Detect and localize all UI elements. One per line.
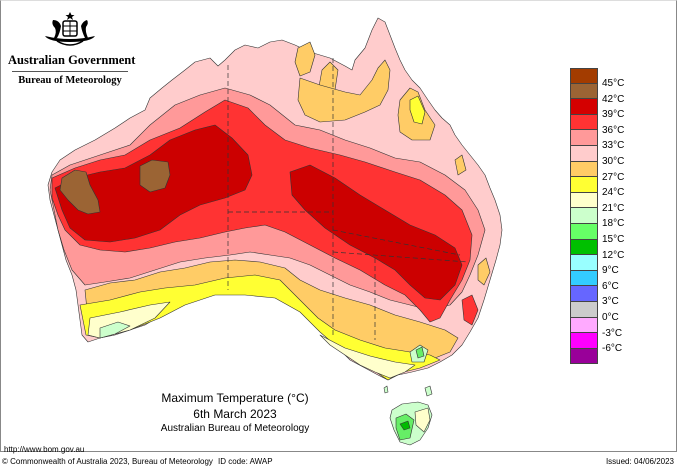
- legend-box: [570, 317, 598, 334]
- legend-label: 39°C: [602, 109, 625, 121]
- legend-label: 36°C: [602, 124, 625, 136]
- temperature-map: [47, 17, 503, 446]
- legend-box: [570, 270, 598, 287]
- legend-label: 45°C: [602, 78, 625, 89]
- legend-label: 15°C: [602, 233, 625, 245]
- map-title-block: Maximum Temperature (°C) 6th March 2023 …: [130, 390, 340, 436]
- legend-box: [570, 83, 598, 100]
- map-frame: [0, 0, 677, 452]
- legend-label: -3°C: [602, 327, 623, 339]
- legend-label: 12°C: [602, 249, 625, 261]
- legend-label: 6°C: [602, 280, 619, 292]
- legend-box: [570, 208, 598, 224]
- map-date: 6th March 2023: [193, 407, 277, 421]
- legend-label: 18°C: [602, 218, 625, 230]
- legend-box: [570, 130, 598, 146]
- legend-box: [570, 68, 598, 84]
- legend-box: [570, 239, 598, 256]
- legend-box: [570, 177, 598, 193]
- logo-divider: [12, 71, 128, 72]
- legend-label: 3°C: [602, 296, 619, 308]
- legend-box: [570, 99, 598, 115]
- map-title: Maximum Temperature (°C): [161, 391, 309, 405]
- government-name: Australian Government: [8, 53, 136, 67]
- legend-label: 42°C: [602, 93, 625, 105]
- legend-box: [570, 301, 598, 318]
- legend-box: [570, 161, 598, 178]
- legend-box: [570, 348, 598, 365]
- legend-label: 33°C: [602, 140, 625, 152]
- legend-label: -6°C: [602, 343, 623, 355]
- legend-box: [570, 333, 598, 349]
- map-source: Australian Bureau of Meteorology: [160, 423, 310, 434]
- legend-box: [570, 114, 598, 131]
- legend-label: 0°C: [602, 311, 619, 323]
- footer: © Commonwealth of Australia 2023, Bureau…: [0, 455, 680, 467]
- legend-box: [570, 255, 598, 271]
- coat-of-arms-icon: [45, 12, 95, 46]
- issued-date: Issued: 04/06/2023: [605, 457, 674, 466]
- bureau-name: Bureau of Meteorology: [18, 75, 122, 86]
- bom-url-link[interactable]: http://www.bom.gov.au: [4, 445, 85, 454]
- id-code: ID code: AWAP: [218, 457, 273, 466]
- legend-label: 27°C: [602, 171, 625, 183]
- copyright-text: © Commonwealth of Australia 2023, Bureau…: [2, 457, 213, 466]
- legend-box: [570, 145, 598, 162]
- legend-label: 9°C: [602, 265, 619, 277]
- legend-label: 30°C: [602, 155, 625, 167]
- legend-label: 21°C: [602, 202, 625, 214]
- temperature-legend: [570, 68, 598, 365]
- legend-label: 24°C: [602, 187, 625, 199]
- government-logo: Australian Government Bureau of Meteorol…: [8, 10, 136, 100]
- legend-box: [570, 192, 598, 209]
- legend-box: [570, 286, 598, 302]
- legend-labels: 45°C 42°C 39°C 36°C 33°C 30°C 27°C 24°C …: [602, 76, 624, 357]
- legend-box: [570, 223, 598, 240]
